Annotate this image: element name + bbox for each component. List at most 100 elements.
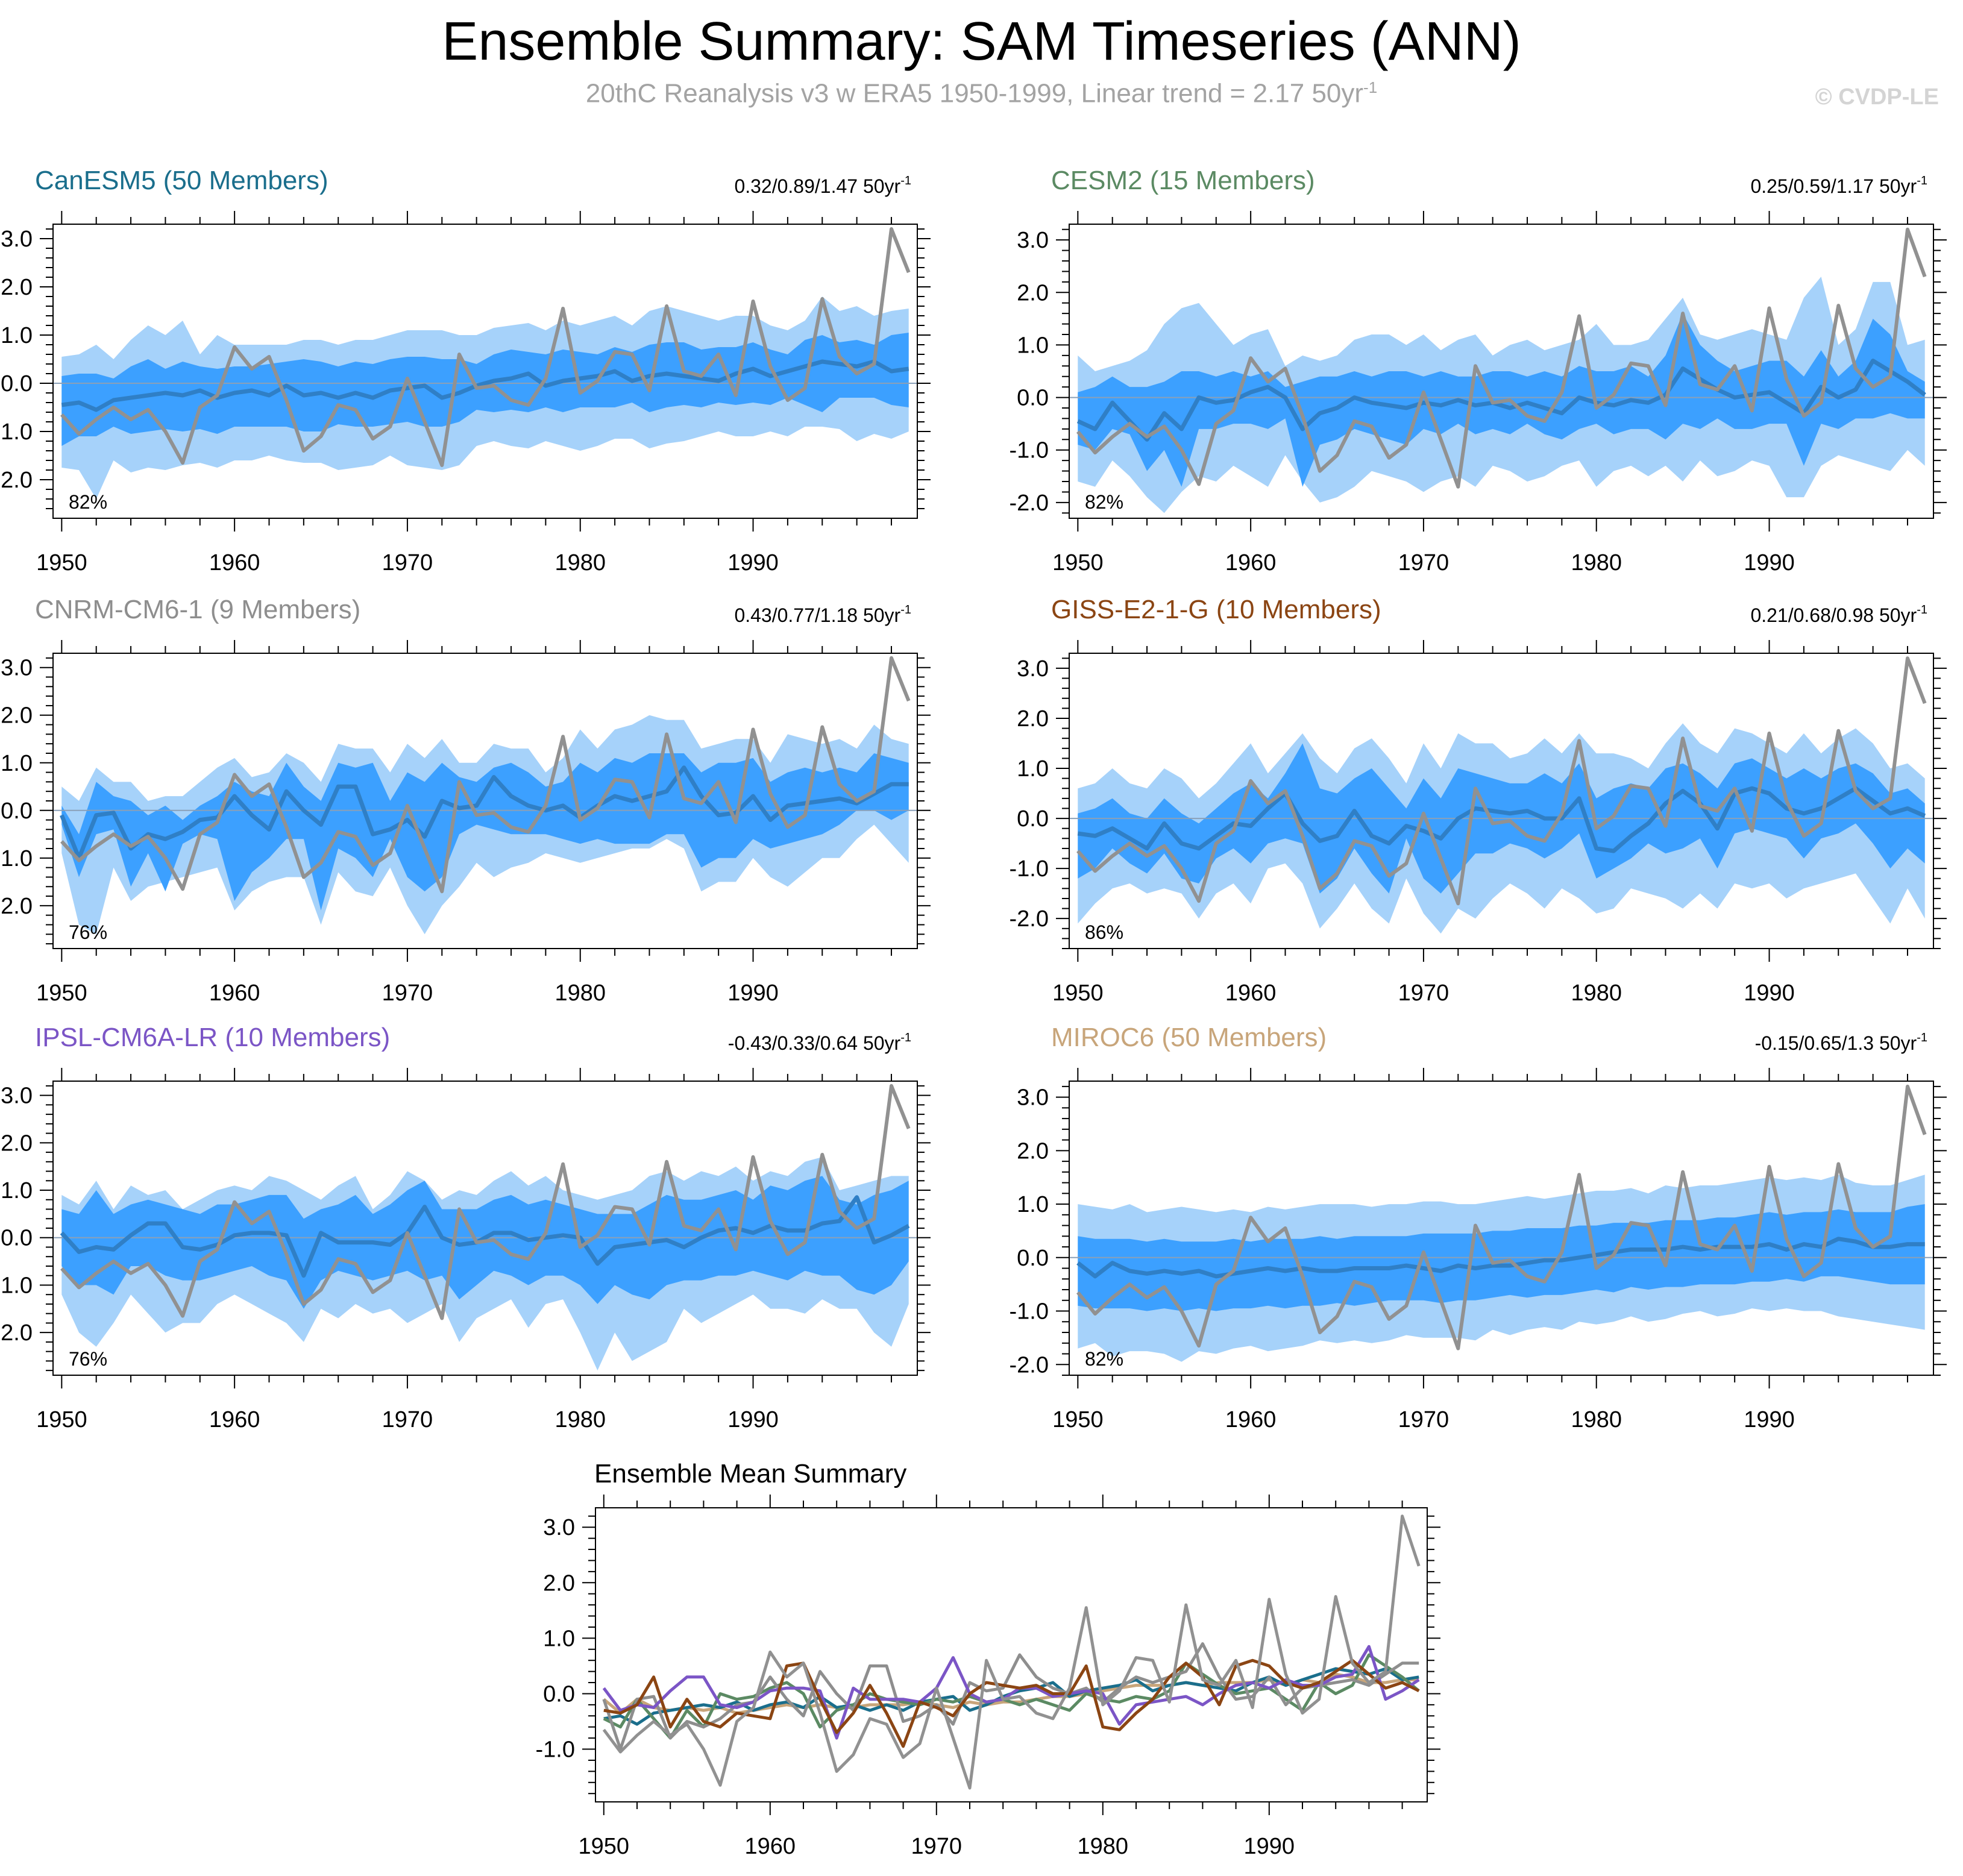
series-line-giss-e2-1-g [603, 1658, 1420, 1748]
x-tick-label: 1960 [1225, 1407, 1277, 1432]
ensemble-mean-line [60, 1195, 910, 1278]
x-tick-label: 1960 [1225, 980, 1277, 1006]
y-tick-label: -1.0 [536, 1737, 575, 1763]
y-tick-label: 0.0 [1017, 386, 1049, 411]
y-tick-label: 2.0 [1017, 1138, 1049, 1164]
x-tick-label: 1970 [911, 1834, 963, 1859]
trend-label: 0.32/0.89/1.47 50yr-1 [734, 174, 911, 197]
y-tick-label: 3.0 [1, 1084, 33, 1109]
chart-panel-3: 3.0 2.0 1.0 0.0 -1.0 -2.0 1950 1960 1970 1980 1990… [0, 595, 931, 1006]
observation-line [1076, 1084, 1927, 1351]
subtitle-unit-exponent: -1 [1363, 78, 1378, 96]
y-tick-label: -1.0 [1010, 856, 1049, 882]
y-tick-label: 3.0 [1017, 656, 1049, 682]
x-tick-label: 1970 [1398, 980, 1449, 1006]
trend-label-exponent: -1 [900, 1031, 911, 1044]
series-line-cnrm-cm6-1 [602, 1642, 1419, 1751]
y-tick-label: -2.0 [0, 468, 33, 493]
percent-label: 82% [1085, 491, 1123, 513]
y-tick-label: 1.0 [1, 1178, 33, 1203]
x-tick-label: 1950 [1052, 550, 1104, 576]
chart-panel-1: 3.0 2.0 1.0 0.0 -1.0 -2.0 1950 1960 1970 1980 1990… [0, 166, 931, 576]
ensemble-mean-line [1077, 786, 1926, 853]
inner-spread-band [61, 333, 909, 446]
chart-panel-5: 3.0 2.0 1.0 0.0 -1.0 -2.0 1950 1960 1970 1980 1990… [0, 1023, 931, 1432]
percent-label: 86% [1085, 921, 1123, 943]
plot-area [53, 1084, 917, 1371]
trend-label: 0.43/0.77/1.18 50yr-1 [734, 603, 911, 626]
watermark: © CVDP-LE [1815, 84, 1939, 110]
y-tick-label: 3.0 [543, 1515, 575, 1540]
observation-line [60, 227, 911, 467]
chart-panel-4: 3.0 2.0 1.0 0.0 -1.0 -2.0 1950 1960 1970 1980 1990… [1010, 595, 1947, 1006]
panel-title: GISS-E2-1-G (10 Members) [1051, 595, 1381, 624]
x-tick-label: 1990 [727, 980, 779, 1006]
x-tick-label: 1970 [382, 550, 433, 576]
y-tick-label: -1.0 [1010, 1299, 1049, 1325]
y-tick-label: 3.0 [1017, 1085, 1049, 1111]
plot-area [1069, 1084, 1933, 1362]
x-tick-label: 1980 [554, 1407, 606, 1432]
percent-label: 76% [69, 1348, 107, 1370]
y-tick-label: 0.0 [1, 1226, 33, 1251]
page-title: Ensemble Summary: SAM Timeseries (ANN) [442, 11, 1521, 72]
x-tick-label: 1980 [554, 980, 606, 1006]
y-tick-label: -2.0 [1010, 906, 1049, 932]
x-tick-label: 1950 [579, 1834, 630, 1859]
panel-title: MIROC6 (50 Members) [1051, 1023, 1327, 1052]
y-tick-label: 2.0 [1, 703, 33, 729]
y-tick-label: 1.0 [1, 323, 33, 348]
y-tick-label: 2.0 [1017, 280, 1049, 306]
x-tick-label: 1950 [1052, 980, 1104, 1006]
y-tick-label: -2.0 [1010, 1352, 1049, 1378]
trend-label-exponent: -1 [1917, 174, 1927, 187]
x-tick-label: 1960 [209, 1407, 260, 1432]
x-tick-label: 1960 [209, 980, 260, 1006]
plot-frame [1069, 224, 1934, 519]
y-tick-label: -1.0 [0, 1273, 33, 1298]
x-tick-label: 1980 [1571, 980, 1622, 1006]
plot-frame [595, 1507, 1428, 1802]
x-tick-label: 1950 [1052, 1407, 1104, 1432]
y-tick-label: -1.0 [0, 846, 33, 871]
x-tick-label: 1980 [554, 550, 606, 576]
chart-panel-2: 3.0 2.0 1.0 0.0 -1.0 -2.0 1950 1960 1970 1980 1990… [1010, 166, 1947, 576]
trend-label: 0.25/0.59/1.17 50yr-1 [1750, 174, 1927, 197]
y-tick-label: 0.0 [1017, 806, 1049, 832]
observation-line [60, 1084, 911, 1320]
plot-area [602, 1514, 1421, 1790]
ensemble-mean-line [1076, 1237, 1925, 1279]
percent-label: 82% [69, 491, 107, 513]
x-tick-label: 1950 [36, 1407, 87, 1432]
ensemble-mean-line [60, 765, 909, 861]
trend-label: 0.21/0.68/0.98 50yr-1 [1750, 603, 1927, 626]
percent-label: 82% [1085, 1348, 1123, 1370]
subtitle-text: 20thC Reanalysis v3 w ERA5 1950-1999, Li… [585, 78, 1364, 108]
plot-frame [1069, 653, 1934, 949]
plot-area [53, 656, 917, 935]
y-tick-label: 1.0 [543, 1626, 575, 1651]
x-tick-label: 1970 [382, 1407, 433, 1432]
ensemble-mean-line [61, 359, 909, 412]
y-tick-label: 2.0 [1, 275, 33, 300]
trend-label-exponent: -1 [900, 174, 911, 187]
x-tick-label: 1950 [36, 550, 87, 576]
y-tick-label: 1.0 [1017, 756, 1049, 782]
x-tick-label: 1990 [1244, 1834, 1295, 1859]
y-tick-label: -1.0 [1010, 438, 1049, 463]
x-tick-label: 1970 [382, 980, 433, 1006]
trend-label-exponent: -1 [1917, 603, 1927, 616]
plot-frame [52, 224, 918, 519]
percent-label: 76% [69, 921, 107, 943]
plot-area [53, 227, 917, 499]
x-tick-label: 1990 [727, 550, 779, 576]
trend-label: -0.15/0.65/1.3 50yr-1 [1755, 1031, 1927, 1054]
panel-title: CanESM5 (50 Members) [35, 166, 328, 195]
observation-line [60, 656, 911, 894]
x-tick-label: 1980 [1571, 550, 1622, 576]
y-tick-label: 3.0 [1017, 228, 1049, 253]
x-tick-label: 1970 [1398, 1407, 1449, 1432]
x-tick-label: 1990 [727, 1407, 779, 1432]
x-tick-label: 1960 [209, 550, 260, 576]
panel-title: Ensemble Mean Summary [594, 1459, 906, 1489]
